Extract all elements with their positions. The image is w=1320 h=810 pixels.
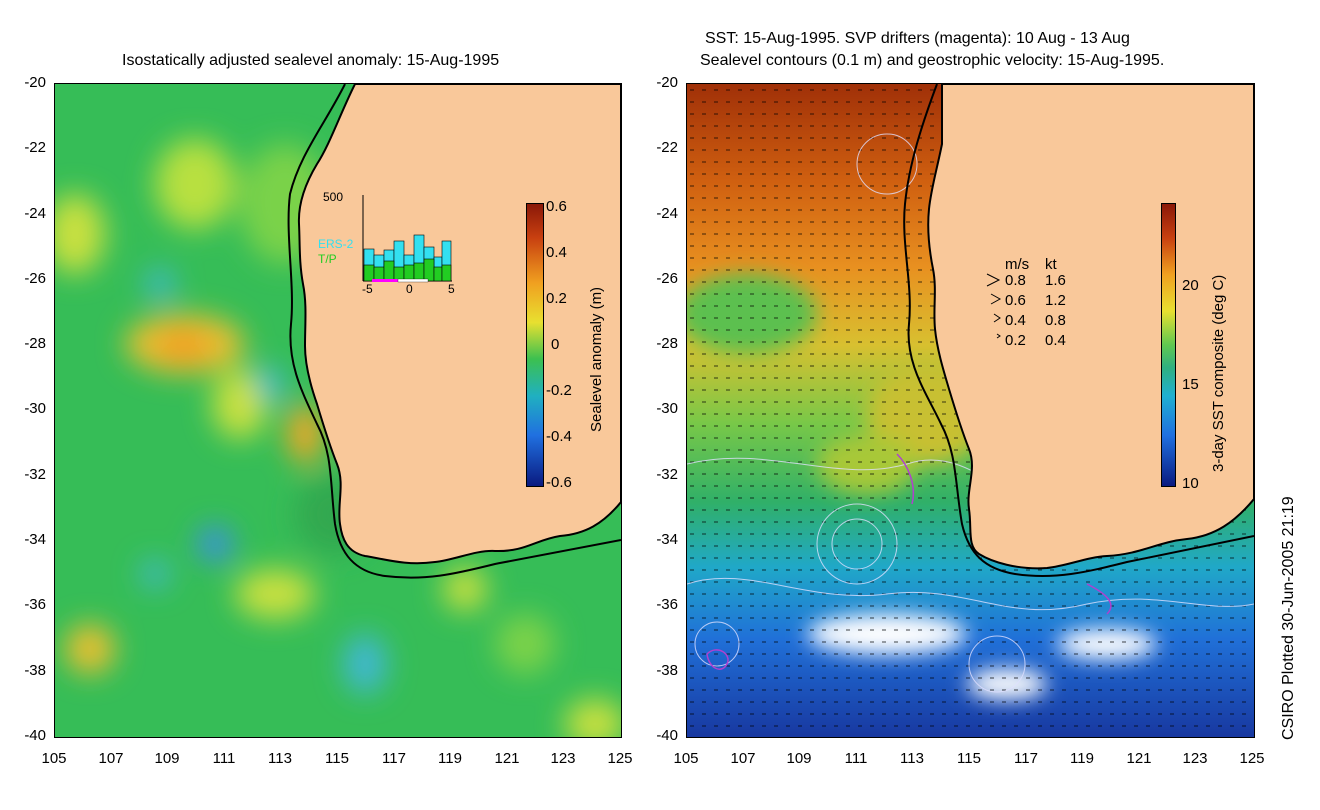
legend-arrow-glyphs bbox=[986, 273, 1002, 339]
right-xtick: 121 bbox=[1126, 750, 1152, 767]
right-ytick: -24 bbox=[656, 205, 678, 222]
left-cb-tick-3: 0 bbox=[551, 336, 560, 353]
legend-arrow-icon bbox=[993, 313, 1001, 323]
left-ytick: -32 bbox=[24, 466, 46, 483]
legend-ms-value: 0.6 bbox=[1005, 292, 1026, 309]
left-ytick: -40 bbox=[24, 727, 46, 744]
right-xtick: 113 bbox=[900, 750, 924, 767]
right-cb-tick-10: 10 bbox=[1182, 475, 1199, 492]
inset-xtick-0: 0 bbox=[406, 282, 413, 296]
right-xtick: 123 bbox=[1182, 750, 1208, 767]
australia-landmass bbox=[297, 84, 621, 565]
velocity-legend: m/s kt 0.8 1.6 0.6 1.2 0.4 0.8 0.2 0.4 bbox=[985, 256, 1085, 356]
left-xtick: 107 bbox=[98, 750, 124, 767]
left-colorbar-label: Sealevel anomaly (m) bbox=[588, 286, 605, 432]
left-cb-tick-1: 0.4 bbox=[546, 244, 567, 261]
left-xtick: 121 bbox=[494, 750, 520, 767]
right-xtick: 107 bbox=[730, 750, 756, 767]
shelf-contour bbox=[287, 84, 621, 579]
australia-landmass-right bbox=[927, 84, 1254, 570]
right-cb-tick-15: 15 bbox=[1182, 376, 1199, 393]
legend-ms-value: 0.2 bbox=[1005, 332, 1026, 349]
left-xtick: 105 bbox=[41, 750, 67, 767]
left-ytick: -20 bbox=[24, 74, 46, 91]
credit-text: CSIRO Plotted 30-Jun-2005 21:19 bbox=[1280, 496, 1297, 740]
left-ytick: -26 bbox=[24, 270, 46, 287]
left-ytick: -36 bbox=[24, 596, 46, 613]
left-cb-tick-5: -0.4 bbox=[546, 428, 572, 445]
left-cb-tick-6: -0.6 bbox=[546, 474, 572, 491]
inset-tp-label: T/P bbox=[318, 252, 337, 266]
left-cb-tick-0: 0.6 bbox=[546, 198, 567, 215]
inset-ers2-label: ERS-2 bbox=[318, 237, 354, 251]
left-ytick: -22 bbox=[24, 139, 46, 156]
sst-colorbar bbox=[1161, 203, 1176, 487]
legend-arrow-icon bbox=[990, 293, 1002, 305]
track-count-inset: 500 ERS-2 T/P -5 0 bbox=[318, 190, 460, 300]
right-xtick: 105 bbox=[673, 750, 699, 767]
legend-header-ms: m/s bbox=[1005, 256, 1030, 273]
right-ytick: -36 bbox=[656, 596, 678, 613]
left-xtick: 113 bbox=[268, 750, 292, 767]
right-xtick: 115 bbox=[957, 750, 981, 767]
sealevel-colorbar bbox=[526, 203, 544, 487]
svp-drifter-tracks bbox=[706, 453, 1112, 670]
left-xtick: 115 bbox=[325, 750, 349, 767]
inset-ymax-label: 500 bbox=[323, 190, 344, 204]
right-ytick: -26 bbox=[656, 270, 678, 287]
right-xtick: 117 bbox=[1014, 750, 1038, 767]
left-cb-tick-2: 0.2 bbox=[546, 290, 567, 307]
right-xtick: 111 bbox=[844, 750, 868, 767]
right-ytick: -28 bbox=[656, 335, 678, 352]
left-xtick: 125 bbox=[607, 750, 633, 767]
legend-kt-value: 0.4 bbox=[1045, 332, 1066, 349]
inset-xtick-minus5: -5 bbox=[362, 282, 373, 296]
left-ytick: -24 bbox=[24, 205, 46, 222]
right-ytick: -38 bbox=[656, 662, 678, 679]
right-ytick: -30 bbox=[656, 400, 678, 417]
left-xtick: 109 bbox=[154, 750, 180, 767]
left-ytick: -34 bbox=[24, 531, 46, 548]
legend-kt-value: 1.6 bbox=[1045, 272, 1066, 289]
left-xtick: 117 bbox=[382, 750, 406, 767]
legend-kt-value: 1.2 bbox=[1045, 292, 1066, 309]
legend-kt-value: 0.8 bbox=[1045, 312, 1066, 329]
left-cb-tick-4: -0.2 bbox=[546, 382, 572, 399]
inset-histogram-svg bbox=[362, 195, 452, 283]
legend-arrow-icon bbox=[996, 333, 1001, 339]
right-xtick: 119 bbox=[1070, 750, 1094, 767]
right-cb-tick-20: 20 bbox=[1182, 277, 1199, 294]
right-panel-title-line1: SST: 15-Aug-1995. SVP drifters (magenta)… bbox=[705, 30, 1130, 47]
right-ytick: -40 bbox=[656, 727, 678, 744]
right-xtick: 125 bbox=[1239, 750, 1265, 767]
legend-ms-value: 0.4 bbox=[1005, 312, 1026, 329]
legend-arrow-icon bbox=[986, 273, 1001, 287]
left-xtick: 123 bbox=[550, 750, 576, 767]
right-ytick: -20 bbox=[656, 74, 678, 91]
left-xtick: 119 bbox=[438, 750, 462, 767]
legend-header-kt: kt bbox=[1045, 256, 1057, 273]
right-panel-title-line2: Sealevel contours (0.1 m) and geostrophi… bbox=[700, 52, 1165, 69]
left-ytick: -30 bbox=[24, 400, 46, 417]
right-ytick: -22 bbox=[656, 139, 678, 156]
left-ytick: -28 bbox=[24, 335, 46, 352]
right-ytick: -32 bbox=[656, 466, 678, 483]
right-ytick: -34 bbox=[656, 531, 678, 548]
left-ytick: -38 bbox=[24, 662, 46, 679]
right-xtick: 109 bbox=[786, 750, 812, 767]
left-xtick: 111 bbox=[212, 750, 236, 767]
left-panel-title: Isostatically adjusted sealevel anomaly:… bbox=[122, 52, 500, 69]
shelf-contour-right bbox=[903, 84, 1254, 578]
right-colorbar-label: 3-day SST composite (deg C) bbox=[1210, 274, 1227, 472]
legend-ms-value: 0.8 bbox=[1005, 272, 1026, 289]
inset-xtick-5: 5 bbox=[448, 282, 455, 296]
anomaly-blobs bbox=[55, 139, 621, 737]
